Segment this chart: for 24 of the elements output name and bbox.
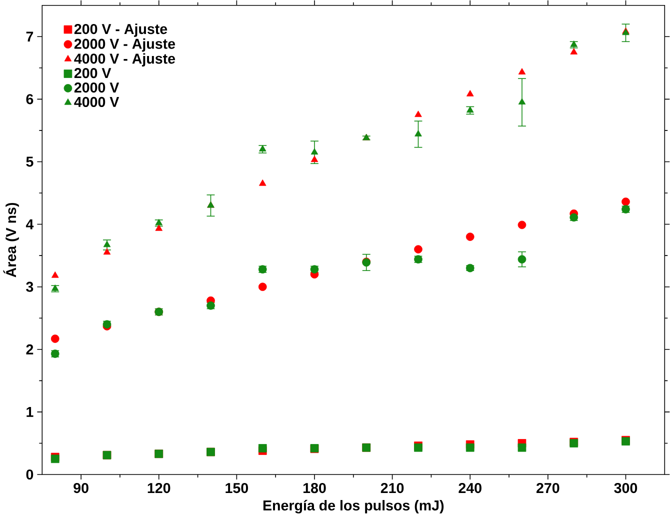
x-tick-label: 240 — [458, 483, 482, 494]
y-tick-label: 3 — [26, 282, 34, 292]
x-axis-title: Energía de los pulsos (mJ) — [263, 500, 444, 514]
y-tick-label: 5 — [26, 156, 34, 167]
y-tick-label: 1 — [26, 407, 34, 417]
legend-label: 200 V — [74, 68, 112, 78]
x-tick-label: 210 — [380, 483, 404, 494]
y-tick-label: 2 — [26, 344, 34, 355]
x-tick-label: 90 — [74, 483, 88, 494]
y-tick-label: 4 — [26, 220, 34, 230]
y-axis-title: Área (V ns) — [3, 203, 19, 278]
x-tick-label: 270 — [536, 483, 560, 494]
legend-label: 200 V - Ajuste — [74, 24, 168, 38]
legend-label: 4000 V - Ajuste — [74, 53, 176, 67]
x-tick-label: 180 — [303, 483, 326, 494]
y-tick-label: 6 — [26, 94, 34, 104]
legend-label: 2000 V — [74, 82, 120, 93]
y-tick-label: 0 — [26, 470, 34, 480]
legend-label: 4000 V — [74, 97, 120, 108]
x-tick-label: 120 — [148, 483, 170, 494]
x-tick-label: 300 — [614, 483, 638, 494]
x-tick-label: 150 — [226, 483, 248, 494]
legend-label: 2000 V - Ajuste — [74, 38, 176, 52]
y-tick-label: 7 — [26, 32, 34, 42]
